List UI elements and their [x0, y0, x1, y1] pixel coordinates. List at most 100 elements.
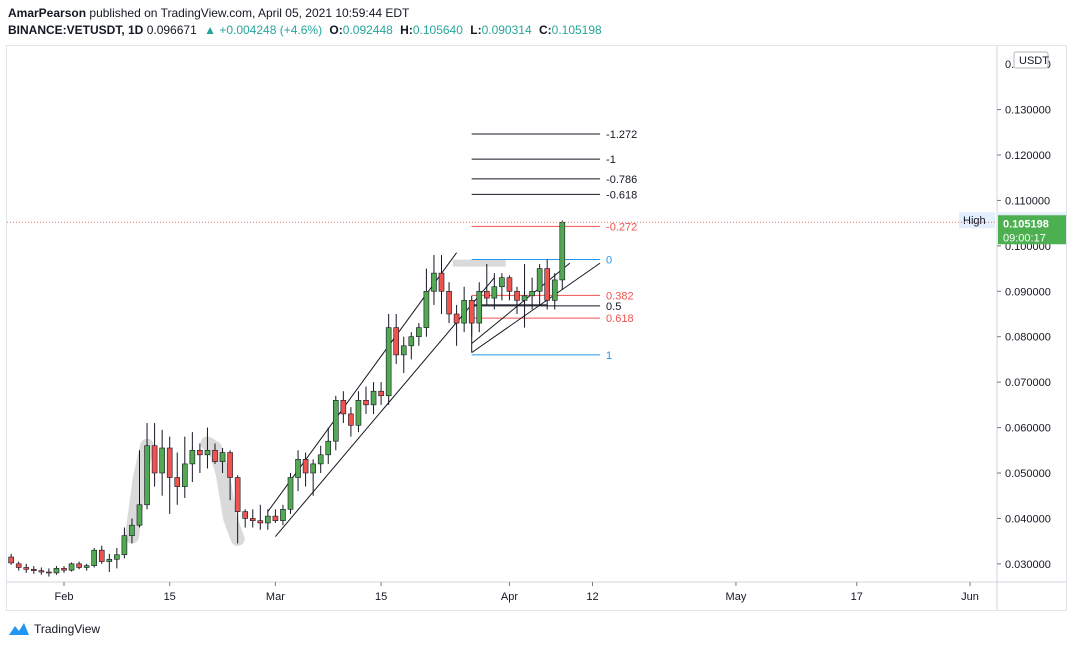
candle-body	[363, 400, 369, 406]
price-change: ▲ +0.004248 (+4.6%)	[204, 23, 323, 37]
candle-body	[212, 449, 218, 462]
candle-body	[506, 277, 513, 292]
currency-label: USDT	[1019, 55, 1049, 67]
candle-body	[265, 515, 271, 524]
brand-text: TradingView	[34, 622, 101, 636]
candle-body	[91, 549, 97, 566]
candle-body	[461, 300, 467, 324]
x-tick-label: Apr	[501, 591, 518, 603]
candle-body	[204, 449, 211, 456]
symbol-info: BINANCE:VETUSDT, 1D 0.096671 ▲ +0.004248…	[8, 23, 602, 37]
candle-body	[68, 563, 75, 571]
x-tick-label: 12	[586, 591, 598, 603]
fib-level-label: -0.618	[606, 189, 637, 201]
candle-body	[355, 400, 362, 426]
candle-body	[453, 313, 460, 324]
candle-body	[38, 570, 45, 573]
candle-body	[129, 524, 135, 536]
fib-level-label: -0.272	[606, 221, 637, 233]
candle-body	[416, 327, 422, 338]
y-tick-label: 0.060000	[1005, 423, 1051, 435]
currency-badge	[1013, 51, 1049, 69]
candle-body	[272, 515, 279, 521]
y-tick-label: 0.050000	[1005, 468, 1051, 480]
chart-frame[interactable]: -1.272 -1 -0.786 -0.618 -0.272 0 0.382 0.5 0.618…	[6, 45, 1067, 611]
candle-body	[30, 568, 37, 571]
candle-body	[325, 440, 332, 456]
x-tick-label: May	[726, 591, 747, 603]
y-tick-label: 0.080000	[1005, 332, 1051, 344]
candle-body	[166, 447, 173, 478]
candle-body	[83, 565, 90, 568]
high-marker-label: High	[963, 215, 986, 227]
open-label: O:	[329, 23, 343, 37]
high-marker-badge	[959, 212, 995, 229]
candle-body	[280, 509, 286, 521]
y-tick-label: 0.070000	[1005, 377, 1051, 389]
low-label: L:	[470, 23, 482, 37]
candle-body	[483, 290, 490, 299]
candle-body	[249, 518, 256, 521]
x-tick-label: 17	[851, 591, 863, 603]
published-text: published on TradingView.com, April 05, …	[89, 6, 410, 20]
candle-body	[144, 445, 150, 506]
candle-body	[98, 549, 105, 562]
candle-body	[332, 400, 339, 442]
candle-body	[197, 449, 203, 456]
candle-body	[136, 504, 143, 526]
x-tick-label: 15	[375, 591, 387, 603]
x-tick-label: Jun	[961, 591, 979, 603]
candle-body	[514, 290, 520, 301]
candle-body	[219, 452, 226, 462]
close-label: C:	[538, 23, 552, 37]
last-price-label: 0.105198	[1003, 218, 1049, 230]
candle-body	[423, 290, 430, 328]
candle-body	[310, 463, 316, 474]
y-tick-label: 0.120000	[1005, 150, 1051, 162]
candle-body	[370, 390, 377, 406]
open-value: 0.092448	[342, 23, 393, 37]
candle-body	[106, 558, 113, 562]
candle-body	[23, 567, 30, 570]
candle-body	[151, 445, 158, 474]
candle-body	[227, 452, 233, 478]
candle-body	[234, 477, 241, 512]
fib-level-label: 0.382	[606, 290, 634, 302]
candle-body	[121, 535, 128, 556]
candle-body	[8, 556, 14, 564]
candle-body	[15, 563, 22, 568]
trend-line	[471, 262, 571, 344]
fib-level-label: -1.272	[606, 129, 637, 141]
candle-body	[182, 463, 188, 487]
price-chart[interactable]: -1.272 -1 -0.786 -0.618 -0.272 0 0.3820.50.618…	[7, 46, 1066, 610]
candle-body	[551, 279, 558, 301]
x-tick-label: Mar	[266, 591, 285, 603]
candle-body	[499, 277, 505, 288]
low-value: 0.090314	[481, 23, 532, 37]
candle-body	[76, 563, 82, 568]
y-tick-label: 0.130000	[1005, 105, 1051, 117]
candle-body	[378, 390, 384, 397]
candle-body	[53, 568, 60, 574]
y-tick-label: 0.090000	[1005, 286, 1051, 298]
tradingview-brand[interactable]: TradingView	[8, 622, 100, 636]
candle-body	[302, 459, 309, 474]
y-tick-label: 0.110000	[1005, 195, 1050, 207]
candle-body	[385, 327, 392, 397]
candle-body	[114, 554, 120, 560]
candle-body	[408, 336, 415, 347]
fib-level-label: 0.618	[606, 313, 634, 325]
candle-body	[257, 520, 264, 524]
candle-body	[446, 290, 452, 315]
candle-body	[317, 454, 324, 465]
candle-body	[393, 327, 400, 356]
trend-line	[471, 262, 601, 354]
author-name[interactable]: AmarPearson	[8, 6, 87, 20]
candle-body	[521, 295, 528, 301]
fib-level-label: 0	[606, 254, 612, 266]
close-value: 0.105198	[551, 23, 602, 37]
candle-body	[438, 272, 445, 292]
countdown-label: 09:00:17	[1003, 232, 1046, 244]
candle-body	[544, 268, 551, 301]
candle-body	[159, 447, 165, 474]
